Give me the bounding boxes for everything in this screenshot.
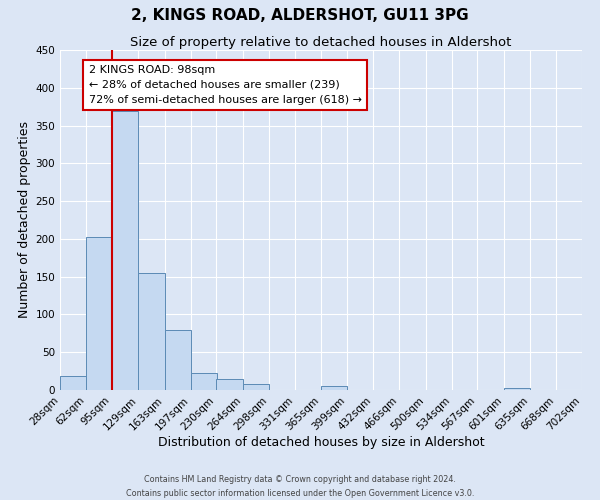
Bar: [191, 374, 217, 390]
Bar: [60, 376, 86, 390]
Bar: [112, 111, 138, 390]
Bar: [138, 273, 164, 390]
Text: Contains HM Land Registry data © Crown copyright and database right 2024.
Contai: Contains HM Land Registry data © Crown c…: [126, 476, 474, 498]
Bar: [243, 384, 269, 390]
Bar: [164, 330, 191, 390]
Bar: [86, 236, 113, 390]
Title: Size of property relative to detached houses in Aldershot: Size of property relative to detached ho…: [130, 36, 512, 49]
Bar: [321, 386, 347, 390]
Bar: [217, 378, 243, 390]
Text: 2 KINGS ROAD: 98sqm
← 28% of detached houses are smaller (239)
72% of semi-detac: 2 KINGS ROAD: 98sqm ← 28% of detached ho…: [89, 65, 362, 104]
Bar: [504, 388, 530, 390]
Text: 2, KINGS ROAD, ALDERSHOT, GU11 3PG: 2, KINGS ROAD, ALDERSHOT, GU11 3PG: [131, 8, 469, 22]
Y-axis label: Number of detached properties: Number of detached properties: [18, 122, 31, 318]
X-axis label: Distribution of detached houses by size in Aldershot: Distribution of detached houses by size …: [158, 436, 484, 449]
